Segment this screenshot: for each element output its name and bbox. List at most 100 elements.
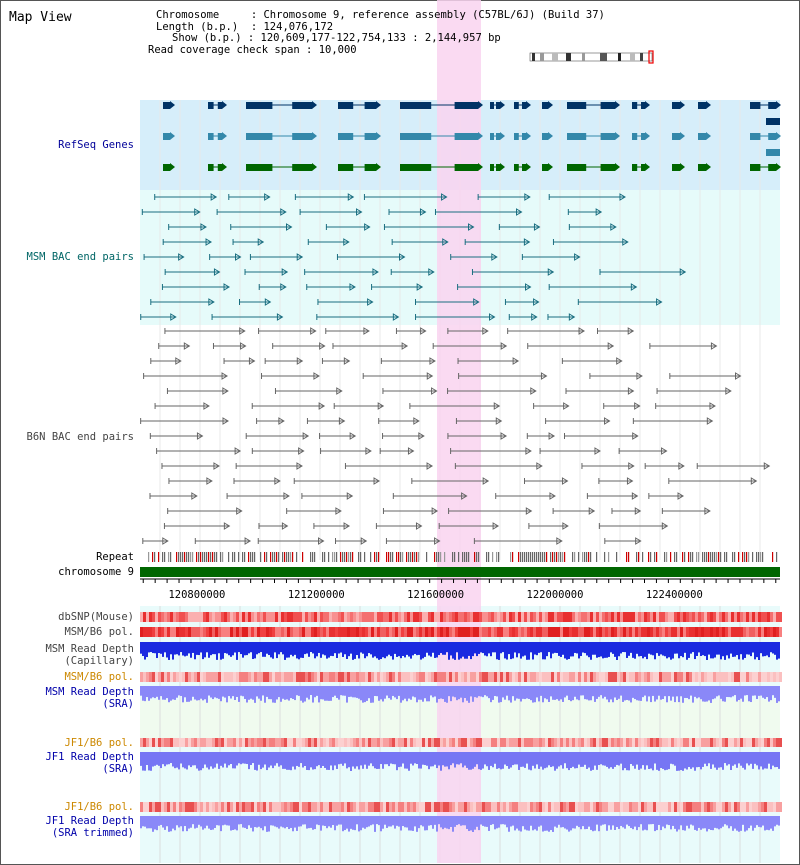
jf1-depth-trimmed-bar	[586, 816, 588, 830]
msm-depth-capillary-bar	[606, 642, 608, 658]
msm-b6-pol-strip	[377, 627, 380, 637]
jf1-b6-pol-strip	[149, 738, 152, 747]
msm-depth-sra-bar	[706, 686, 708, 702]
msm-depth-capillary-bar	[226, 642, 228, 654]
msm-depth-sra-bar	[234, 686, 236, 701]
msm-depth-sra-bar	[722, 686, 724, 702]
msm-b6-pol-2-strip	[554, 672, 557, 682]
track-label-jf1-b6-pol-2: JF1/B6 pol.	[64, 801, 134, 813]
msm-depth-sra-bar	[192, 686, 194, 697]
repeat-mark	[688, 552, 690, 562]
jf1-depth-sra-bar	[580, 752, 582, 767]
msm-b6-pol-2-strip	[383, 672, 386, 682]
b6n-bac-end-arrow	[373, 477, 381, 485]
jf1-b6-pol-strip	[470, 738, 473, 747]
msm-b6-pol-2-strip	[743, 672, 746, 682]
gene-strand-arrow	[548, 132, 553, 140]
msm-depth-capillary-bar	[718, 642, 720, 655]
track-label-refseq[interactable]: RefSeq Genes	[58, 139, 134, 151]
msm-bac-end-arrow	[276, 313, 284, 321]
jf1-depth-sra-bar	[556, 752, 558, 769]
repeat-mark	[458, 552, 460, 562]
jf1-depth-sra-bar	[188, 752, 190, 766]
b6n-bac-end-arrow	[183, 342, 191, 350]
msm-depth-sra-bar	[304, 686, 306, 702]
msm-depth-sra-bar	[534, 686, 536, 703]
jf1-b6-pol-strip	[221, 738, 224, 747]
jf1-b6-pol-strip	[185, 738, 188, 747]
jf1-b6-pol-2-strip	[638, 802, 641, 812]
msm-b6-pol-2-strip	[656, 672, 659, 682]
jf1-b6-pol-strip	[260, 738, 263, 747]
b6n-bac-end-arrow	[363, 327, 370, 335]
jf1-depth-trimmed-bar	[292, 816, 294, 832]
msm-depth-capillary-bar	[182, 642, 184, 656]
gene-strand-arrow	[222, 101, 227, 109]
jf1-depth-sra-bar	[332, 752, 334, 771]
msm-depth-capillary-bar	[542, 642, 544, 660]
dbsnp-strip	[722, 612, 725, 622]
dbsnp-strip	[416, 612, 419, 622]
dbsnp-strip	[770, 612, 773, 622]
dbsnp-strip	[362, 612, 365, 622]
jf1-b6-pol-2-strip	[194, 802, 197, 812]
msm-b6-pol-strip	[143, 627, 146, 637]
jf1-depth-sra-bar	[300, 752, 302, 764]
msm-depth-capillary-bar	[448, 642, 450, 660]
jf1-b6-pol-2-strip	[479, 802, 482, 812]
track-label-b6n-bac[interactable]: B6N BAC end pairs	[26, 431, 134, 443]
jf1-depth-sra-bar	[532, 752, 534, 766]
msm-b6-pol-2-strip	[662, 672, 665, 682]
msm-depth-capillary-bar	[270, 642, 272, 658]
track-label-msm-depth-capillary: MSM Read Depth	[45, 643, 134, 655]
msm-b6-pol-2-strip	[377, 672, 380, 682]
repeat-mark	[254, 552, 256, 562]
msm-depth-sra-bar	[360, 686, 362, 701]
gene-exon	[544, 133, 548, 140]
msm-depth-sra-bar	[288, 686, 290, 701]
jf1-b6-pol-2-strip	[164, 802, 167, 812]
jf1-depth-trimmed-bar	[752, 816, 754, 831]
msm-depth-capillary-bar	[646, 642, 648, 660]
track-label-msm-bac[interactable]: MSM BAC end pairs	[26, 251, 134, 263]
dbsnp-strip	[698, 612, 701, 622]
msm-depth-capillary-bar	[204, 642, 206, 658]
jf1-b6-pol-2-strip	[377, 802, 380, 812]
jf1-depth-trimmed-bar	[216, 816, 218, 826]
msm-depth-sra-bar	[150, 686, 152, 699]
jf1-b6-pol-2-strip	[569, 802, 572, 812]
b6n-bac-end-arrow	[548, 432, 556, 440]
jf1-b6-pol-2-strip	[338, 802, 341, 812]
msm-b6-pol-2-strip	[629, 672, 632, 682]
jf1-depth-trimmed-bar	[494, 816, 496, 830]
jf1-depth-trimmed-bar	[722, 816, 724, 827]
gene-exon	[600, 133, 615, 140]
jf1-depth-sra-bar	[702, 752, 704, 767]
jf1-depth-trimmed-bar	[598, 816, 600, 832]
msm-depth-capillary-bar	[166, 642, 168, 658]
repeat-mark	[464, 552, 466, 562]
msm-depth-sra-bar	[740, 686, 742, 699]
jf1-depth-trimmed-bar	[254, 816, 256, 828]
jf1-depth-trimmed-bar	[600, 816, 602, 826]
jf1-b6-pol-2-strip	[182, 802, 185, 812]
jf1-b6-pol-2-strip	[485, 802, 488, 812]
msm-depth-sra-bar	[252, 686, 254, 700]
msm-depth-sra-bar	[522, 686, 524, 699]
jf1-depth-trimmed-bar	[702, 816, 704, 829]
jf1-depth-trimmed-bar	[570, 816, 572, 831]
msm-b6-pol-strip	[551, 627, 554, 637]
msm-depth-sra-bar	[238, 686, 240, 702]
jf1-b6-pol-strip	[743, 738, 746, 747]
jf1-b6-pol-strip	[248, 738, 251, 747]
jf1-depth-trimmed-bar	[654, 816, 656, 832]
repeat-mark	[670, 552, 672, 562]
jf1-depth-trimmed-bar	[420, 816, 422, 826]
jf1-depth-trimmed-bar	[318, 816, 320, 826]
msm-depth-capillary-bar	[422, 642, 424, 659]
repeat-mark	[762, 552, 764, 562]
msm-b6-pol-2-strip	[362, 672, 365, 682]
msm-depth-capillary-bar	[340, 642, 342, 653]
msm-b6-pol-strip	[278, 627, 281, 637]
jf1-b6-pol-2-strip	[299, 802, 302, 812]
